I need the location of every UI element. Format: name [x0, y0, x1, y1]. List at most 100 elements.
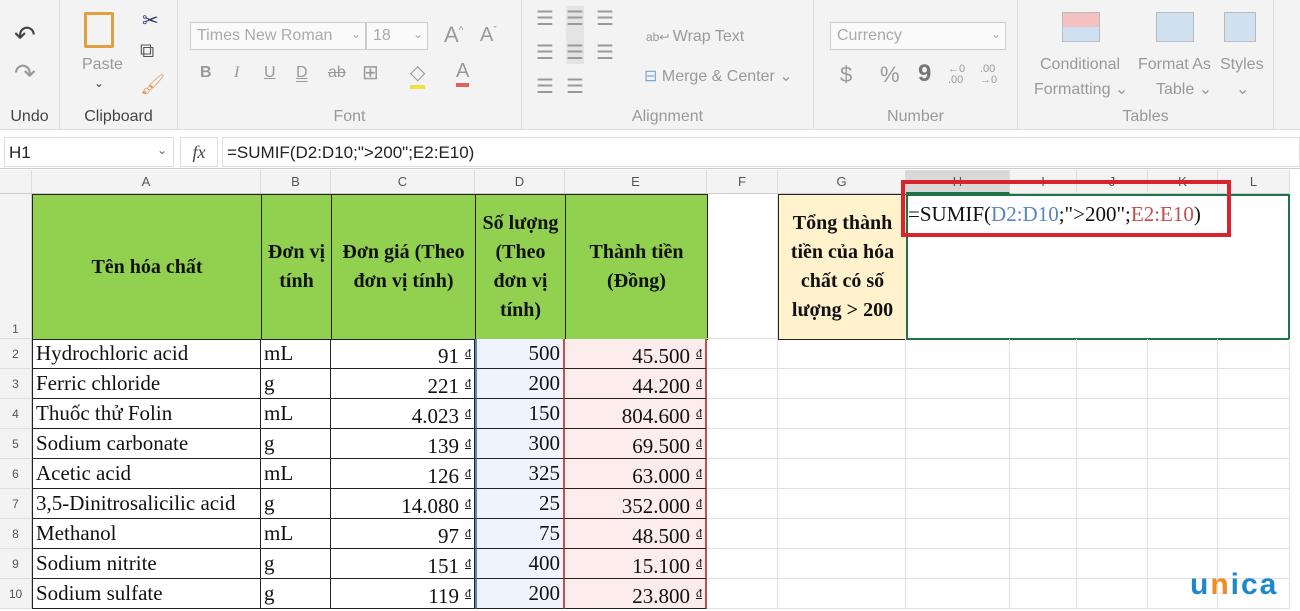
italic-button[interactable]: I	[234, 64, 240, 81]
header-cell-c[interactable]: Đơn giá (Theo đơn vị tính)	[331, 194, 476, 340]
cell-unit[interactable]: mL	[261, 459, 331, 489]
cell-price[interactable]: 221 đ	[331, 369, 475, 399]
percent-button[interactable]: %	[880, 62, 900, 87]
empty-cell[interactable]	[707, 429, 778, 459]
cell-unit[interactable]: g	[261, 549, 331, 579]
header-cell-g[interactable]: Tổng thành tiền của hóa chất có số lượng…	[778, 194, 907, 340]
empty-cell[interactable]	[778, 459, 906, 489]
cell-quantity[interactable]: 400	[475, 549, 565, 579]
cell-name[interactable]: 3,5-Dinitrosalicilic acid	[32, 489, 261, 519]
empty-cell[interactable]	[707, 339, 778, 369]
empty-cell[interactable]	[1148, 429, 1218, 459]
column-header-G[interactable]: G	[778, 170, 906, 194]
cell-unit[interactable]: mL	[261, 339, 331, 369]
empty-cell[interactable]	[1077, 369, 1148, 399]
cell-unit[interactable]: mL	[261, 519, 331, 549]
cell-price[interactable]: 126 đ	[331, 459, 475, 489]
cell-total[interactable]: 69.500 đ	[565, 429, 707, 459]
empty-cell[interactable]	[906, 489, 1010, 519]
name-box[interactable]: H1 ⌄	[4, 137, 174, 167]
header-cell-e[interactable]: Thành tiền (Đồng)	[565, 194, 708, 340]
empty-cell[interactable]	[906, 519, 1010, 549]
font-color-icon[interactable]: A	[456, 60, 470, 87]
currency-button[interactable]: $	[840, 62, 853, 87]
empty-cell[interactable]	[1010, 399, 1077, 429]
empty-cell[interactable]	[1148, 369, 1218, 399]
cell-unit[interactable]: g	[261, 489, 331, 519]
styles-button[interactable]: Styles	[1220, 56, 1264, 73]
cell-name[interactable]: Ferric chloride	[32, 369, 261, 399]
row-header-7[interactable]: 7	[0, 489, 32, 519]
empty-cell[interactable]	[1218, 459, 1290, 489]
decrease-indent-icon[interactable]: ☰	[536, 76, 554, 98]
column-header-B[interactable]: B	[261, 170, 331, 194]
cell-name[interactable]: Sodium carbonate	[32, 429, 261, 459]
empty-cell[interactable]	[1010, 369, 1077, 399]
empty-cell[interactable]	[1077, 429, 1148, 459]
conditional-formatting-button-line2[interactable]: Formatting ⌄	[1034, 81, 1129, 98]
redo-icon[interactable]: ↷	[14, 58, 36, 88]
cell-name[interactable]: Methanol	[32, 519, 261, 549]
column-header-D[interactable]: D	[475, 170, 565, 194]
row-header-2[interactable]: 2	[0, 339, 32, 369]
empty-cell[interactable]	[906, 399, 1010, 429]
empty-cell[interactable]	[1077, 519, 1148, 549]
column-header-A[interactable]: A	[32, 170, 261, 194]
empty-cell[interactable]	[707, 459, 778, 489]
borders-icon[interactable]: ⊞	[362, 62, 379, 84]
empty-cell[interactable]	[707, 519, 778, 549]
cell-quantity[interactable]: 25	[475, 489, 565, 519]
cell-total[interactable]: 63.000 đ	[565, 459, 707, 489]
empty-cell[interactable]	[1148, 399, 1218, 429]
empty-cell[interactable]	[906, 369, 1010, 399]
cell-quantity[interactable]: 325	[475, 459, 565, 489]
column-header-C[interactable]: C	[331, 170, 475, 194]
empty-cell[interactable]	[1148, 579, 1218, 609]
empty-cell[interactable]	[1148, 519, 1218, 549]
empty-cell[interactable]	[1010, 519, 1077, 549]
cell-quantity[interactable]: 200	[475, 579, 565, 609]
empty-cell[interactable]	[1010, 429, 1077, 459]
increase-font-icon[interactable]: A^	[444, 22, 464, 47]
empty-cell[interactable]	[778, 519, 906, 549]
empty-cell[interactable]	[906, 579, 1010, 609]
empty-cell[interactable]	[906, 339, 1010, 369]
chevron-down-icon[interactable]: ⌄	[156, 143, 167, 157]
empty-cell[interactable]	[778, 549, 906, 579]
empty-cell[interactable]	[778, 399, 906, 429]
merge-center-button[interactable]: ⊟ Merge & Center ⌄	[644, 68, 793, 85]
double-underline-button[interactable]: D	[296, 64, 308, 81]
cell-name[interactable]: Hydrochloric acid	[32, 339, 261, 369]
row-header-6[interactable]: 6	[0, 459, 32, 489]
fill-color-icon[interactable]: ◇	[410, 60, 426, 89]
empty-cell[interactable]	[1148, 549, 1218, 579]
bold-button[interactable]: B	[200, 64, 212, 81]
align-center-icon[interactable]: ☰	[566, 42, 584, 64]
cell-quantity[interactable]: 150	[475, 399, 565, 429]
empty-cell[interactable]	[906, 549, 1010, 579]
insert-function-button[interactable]: fx	[180, 137, 218, 167]
cell-price[interactable]: 119 đ	[331, 579, 475, 609]
cell-unit[interactable]: g	[261, 369, 331, 399]
formula-input[interactable]: =SUMIF(D2:D10;">200";E2:E10)	[222, 137, 1300, 167]
copy-icon[interactable]: ⧉	[140, 40, 155, 62]
align-left-icon[interactable]: ☰	[536, 42, 554, 64]
row-header-10[interactable]: 10	[0, 579, 32, 609]
empty-cell[interactable]	[778, 339, 906, 369]
number-format-select[interactable]: Currency ⌄	[830, 22, 1006, 50]
cell-price[interactable]: 14.080 đ	[331, 489, 475, 519]
merged-cell-H1[interactable]: =SUMIF(D2:D10;">200";E2:E10)	[906, 194, 1290, 340]
align-bottom-icon[interactable]: ☰	[596, 8, 614, 30]
empty-cell[interactable]	[707, 369, 778, 399]
row-header-1[interactable]: 1	[0, 194, 32, 339]
format-painter-icon[interactable]: 🖌	[140, 74, 166, 96]
empty-cell[interactable]	[906, 429, 1010, 459]
cell-quantity[interactable]: 300	[475, 429, 565, 459]
increase-indent-icon[interactable]: ☰	[566, 76, 584, 98]
row-header-9[interactable]: 9	[0, 549, 32, 579]
column-header-E[interactable]: E	[565, 170, 707, 194]
empty-cell[interactable]	[1010, 339, 1077, 369]
cell-total[interactable]: 804.600 đ	[565, 399, 707, 429]
align-right-icon[interactable]: ☰	[596, 42, 614, 64]
empty-cell[interactable]	[778, 489, 906, 519]
